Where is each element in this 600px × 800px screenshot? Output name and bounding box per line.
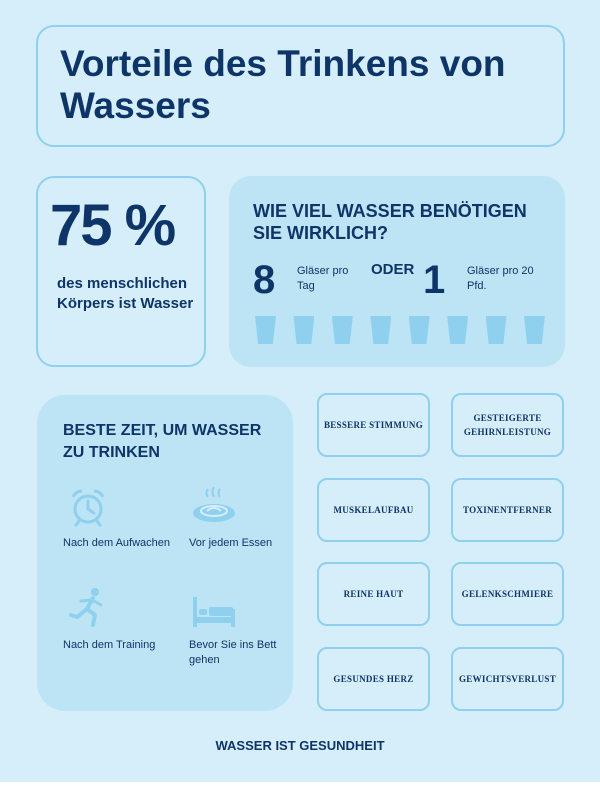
benefit-brain-performance: GESTEIGERTE GEHIRNLEISTUNG — [451, 393, 564, 457]
glasses-per-day-number: 8 — [253, 258, 276, 302]
benefit-clear-skin: REINE HAUT — [317, 562, 430, 626]
benefit-mood: BESSERE STIMMUNG — [317, 393, 430, 457]
water-glass-icon — [447, 316, 469, 344]
alarm-clock-icon — [71, 489, 105, 527]
water-glass-icon — [370, 316, 392, 344]
water-glass-icon — [485, 316, 507, 344]
title-box: Vorteile des Trinkens von Wassers — [36, 25, 565, 147]
time-label-before-meal: Vor jedem Essen — [189, 537, 273, 549]
food-plate-icon — [193, 486, 235, 522]
percent-description: des menschlichen Körpers ist Wasser — [57, 275, 194, 312]
water-glass-icon — [523, 316, 545, 344]
running-person-icon — [69, 588, 103, 627]
bed-icon — [193, 597, 235, 627]
or-text: ODER — [371, 261, 415, 278]
water-need-heading: WIE VIEL WASSER BENÖTIGEN SIE WIRKLICH? — [253, 201, 527, 243]
water-need-card: WIE VIEL WASSER BENÖTIGEN SIE WIRKLICH? … — [229, 176, 565, 367]
infographic-page: Vorteile des Trinkens von Wassers 75 % d… — [0, 0, 600, 782]
time-label-wakeup: Nach dem Aufwachen — [63, 537, 171, 549]
glasses-per-day-text: Gläser pro Tag — [297, 265, 349, 292]
footer-text: WASSER IST GESUNDHEIT — [215, 738, 385, 753]
water-glass-icon — [255, 316, 276, 344]
glasses-per-weight-text: Gläser pro 20 Pfd. — [467, 265, 534, 292]
best-time-heading: BESTE ZEIT, UM WASSER ZU TRINKEN — [63, 422, 262, 461]
page-title: Vorteile des Trinkens von Wassers — [60, 43, 506, 126]
water-glass-icon — [408, 316, 430, 344]
benefit-weight-loss: GEWICHTSVERLUST — [451, 647, 564, 711]
glasses-row — [255, 316, 545, 346]
benefit-joint-lubrication: GELENKSCHMIERE — [451, 562, 564, 626]
benefit-toxin-removal: TOXINENTFERNER — [451, 478, 564, 542]
water-glass-icon — [331, 316, 353, 344]
water-glass-icon — [293, 316, 315, 344]
percent-value: 75 % — [50, 193, 176, 258]
time-label-after-training: Nach dem Training — [63, 639, 156, 651]
time-label-before-bed: Bevor Sie ins Bett gehen — [189, 639, 277, 666]
benefit-muscle-building: MUSKELAUFBAU — [317, 478, 430, 542]
body-water-percent-card: 75 % des menschlichen Körpers ist Wasser — [36, 176, 206, 367]
best-time-card: BESTE ZEIT, UM WASSER ZU TRINKEN Nach de… — [37, 395, 293, 711]
glasses-per-weight-number: 1 — [423, 258, 446, 302]
benefit-healthy-heart: GESUNDES HERZ — [317, 647, 430, 711]
